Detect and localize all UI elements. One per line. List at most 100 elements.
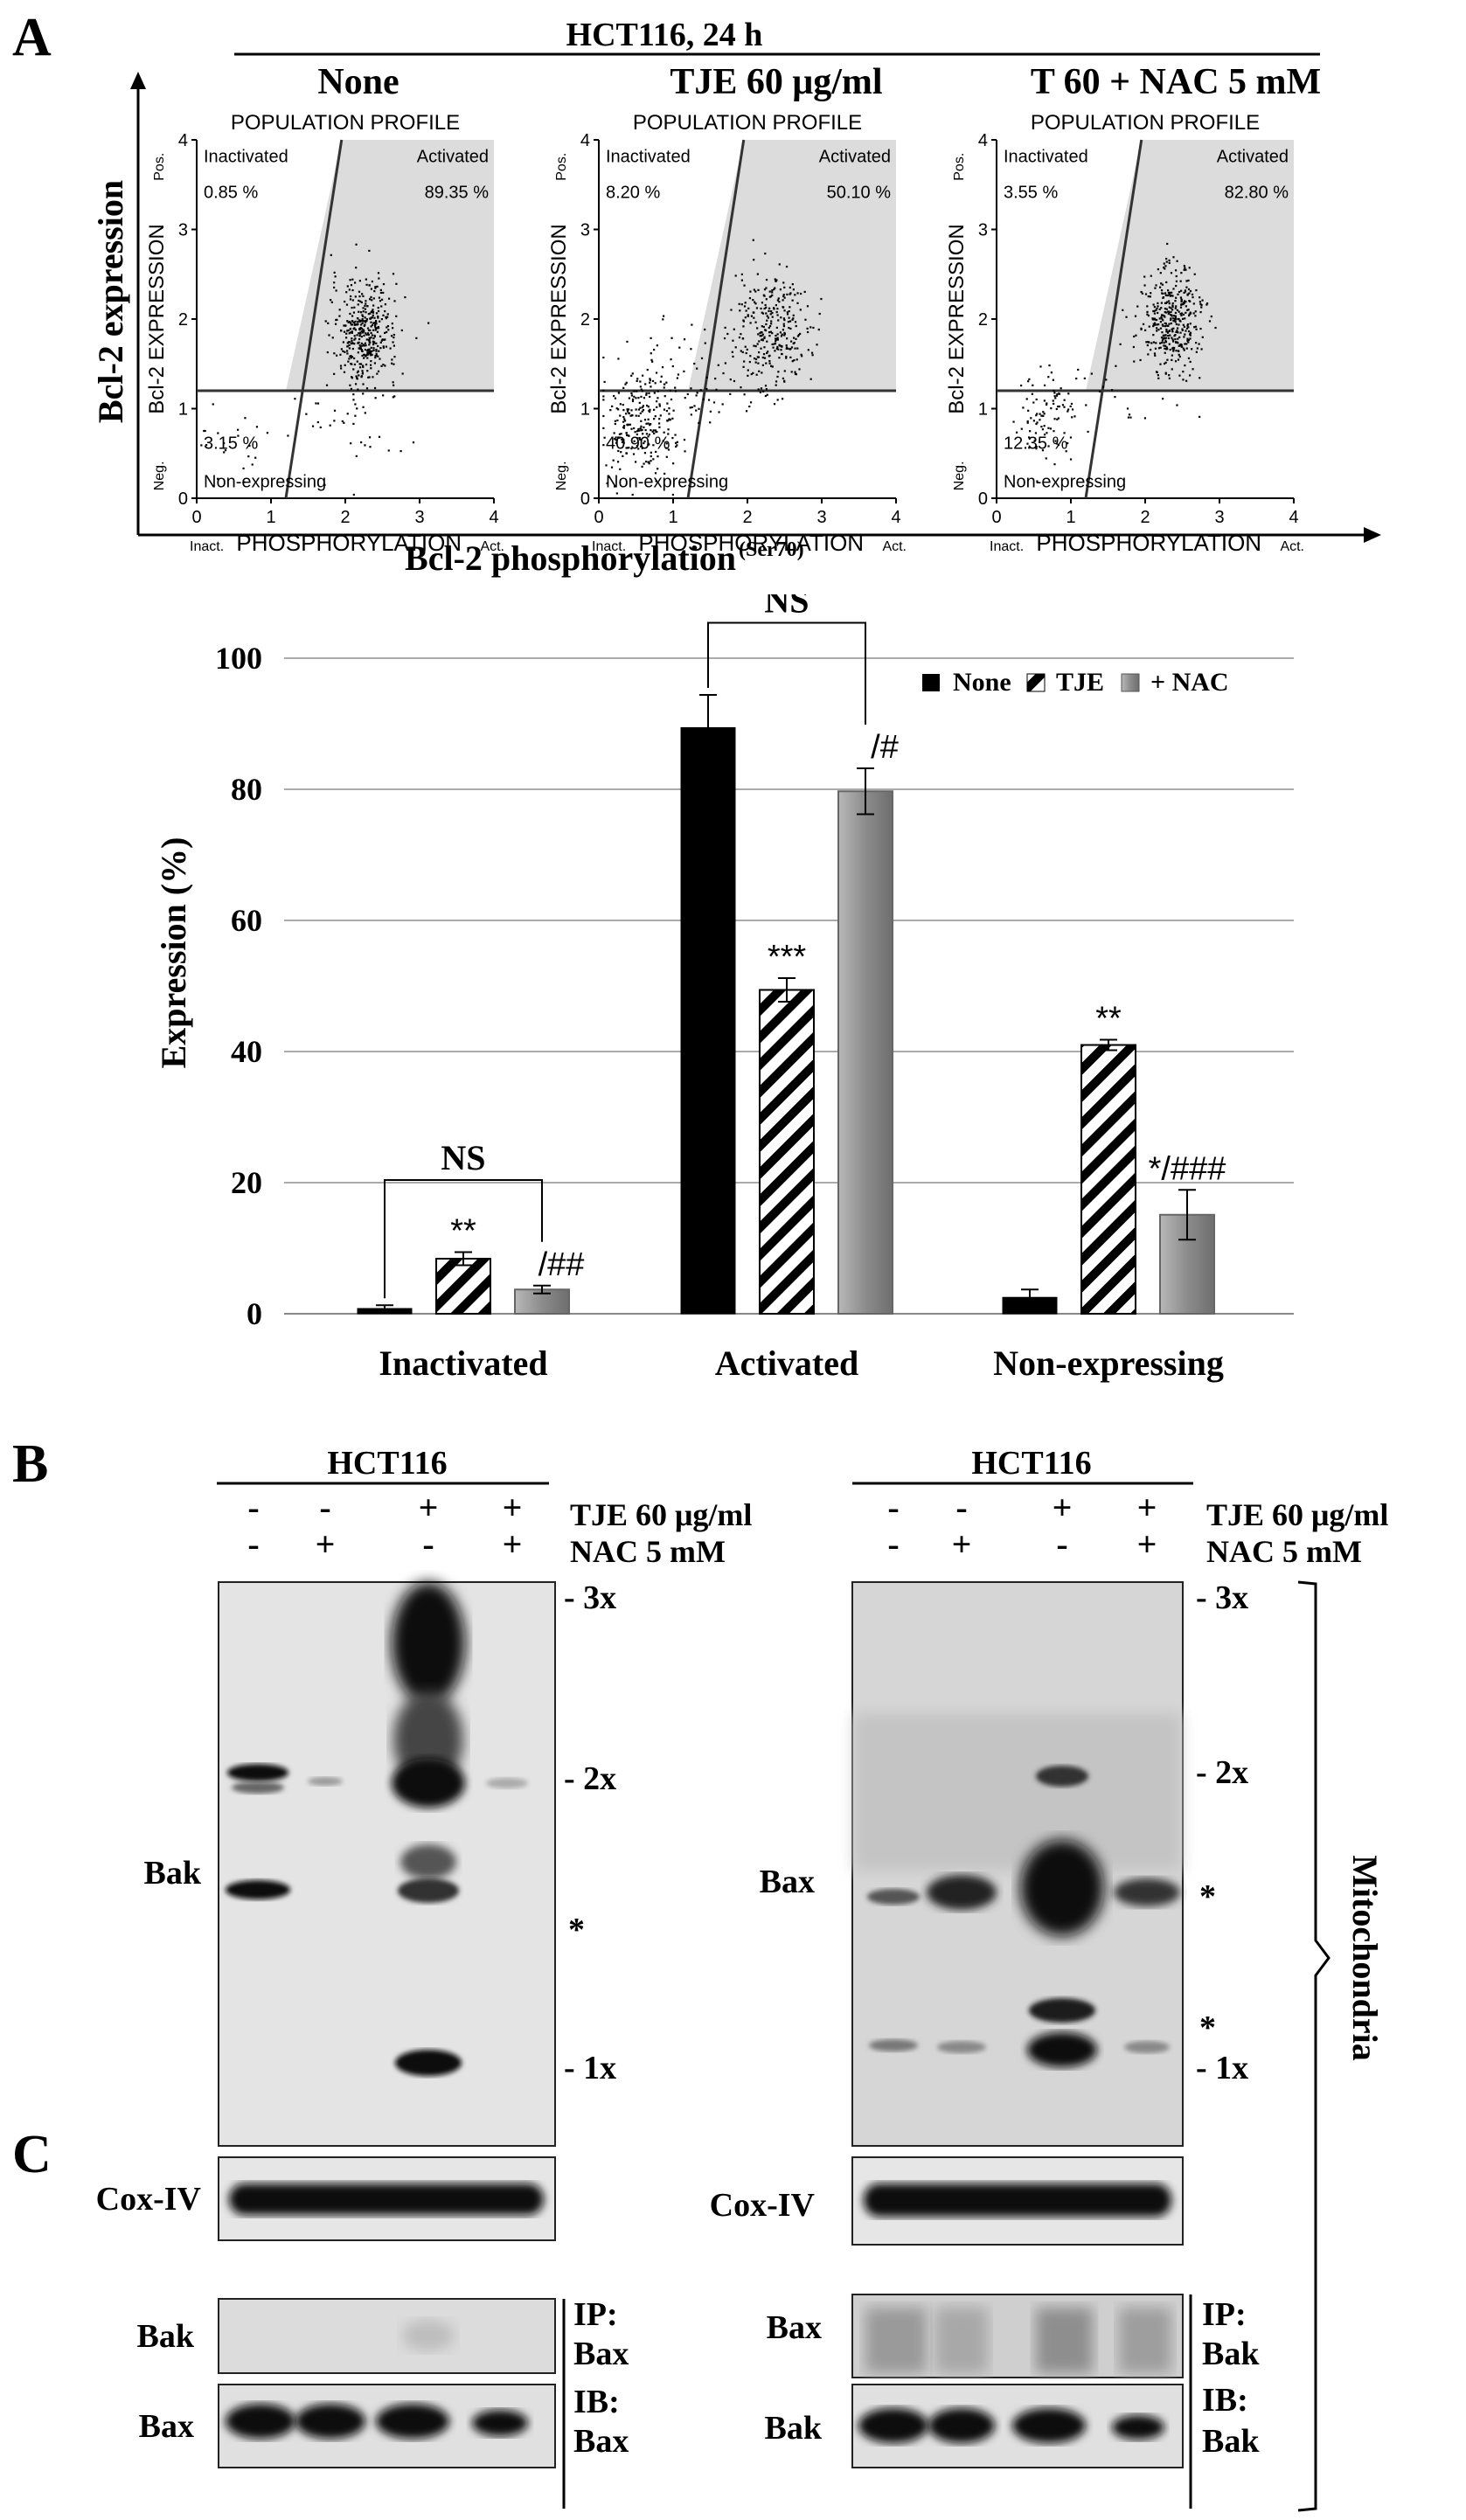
event-dot	[327, 322, 330, 324]
event-dot	[789, 320, 792, 323]
left-loading-label: Cox-IV	[96, 2181, 202, 2218]
flow-x-label: Bcl-2 phosphorylation	[405, 538, 736, 578]
event-dot	[734, 274, 737, 277]
plot-x-label: PHOSPHORYLATION	[638, 530, 864, 556]
event-dot	[366, 332, 370, 335]
event-dot	[382, 394, 385, 397]
event-dot	[639, 406, 642, 409]
event-dot	[1040, 426, 1043, 428]
event-dot	[631, 493, 634, 496]
event-dot	[1187, 326, 1190, 329]
left-marker-1x: - 1x	[564, 2050, 616, 2086]
event-dot	[1174, 337, 1177, 341]
event-dot	[746, 348, 748, 351]
event-dot	[1155, 309, 1157, 311]
event-dot	[351, 299, 354, 302]
event-dot	[365, 278, 367, 281]
event-dot	[1175, 284, 1178, 288]
event-dot	[345, 291, 348, 294]
left-ib-blot	[218, 2384, 556, 2468]
event-dot	[362, 331, 365, 334]
event-dot	[628, 397, 630, 399]
event-dot	[782, 377, 785, 380]
event-dot	[644, 383, 647, 385]
event-dot	[771, 294, 774, 296]
event-dot	[769, 313, 772, 316]
event-dot	[1063, 399, 1066, 401]
event-dot	[795, 373, 798, 376]
event-dot	[1055, 442, 1059, 445]
event-dot	[1185, 379, 1188, 382]
event-dot	[364, 308, 367, 310]
event-dot	[356, 371, 359, 374]
event-dot	[1182, 347, 1185, 350]
event-dot	[776, 314, 779, 316]
event-dot	[752, 239, 754, 241]
event-dot	[782, 299, 784, 302]
event-dot	[801, 355, 803, 358]
quadrant-activated-value: 82.80 %	[1225, 184, 1289, 203]
event-dot	[1183, 300, 1186, 302]
event-dot	[378, 277, 380, 280]
legend-label-none: None	[953, 668, 1011, 697]
ns-label: NS	[764, 594, 809, 621]
event-dot	[653, 348, 656, 351]
event-dot	[722, 371, 725, 375]
event-dot	[1214, 326, 1217, 330]
event-dot	[753, 344, 755, 347]
event-dot	[344, 351, 346, 353]
event-dot	[378, 350, 380, 352]
event-dot	[629, 414, 632, 417]
event-dot	[371, 353, 373, 357]
event-dot	[333, 409, 337, 412]
event-dot	[372, 340, 374, 343]
plot-x-act: Act.	[1280, 539, 1304, 554]
event-dot	[1205, 303, 1208, 306]
event-dot	[1183, 325, 1185, 328]
event-dot	[1175, 330, 1178, 333]
event-dot	[377, 344, 379, 348]
event-dot	[374, 329, 377, 331]
event-dot	[643, 462, 645, 465]
event-dot	[1195, 351, 1198, 353]
event-dot	[1061, 404, 1065, 406]
event-dot	[791, 360, 794, 363]
event-dot	[242, 467, 245, 470]
event-dot	[793, 342, 796, 344]
left-nac-lane1: -	[247, 1524, 259, 1564]
event-dot	[1186, 323, 1190, 326]
event-dot	[358, 299, 360, 302]
event-dot	[663, 386, 665, 389]
event-dot	[1164, 302, 1168, 304]
event-dot	[1201, 336, 1204, 338]
event-dot	[1156, 323, 1158, 326]
event-dot	[1162, 335, 1164, 337]
event-dot	[1105, 378, 1108, 381]
event-dot	[392, 381, 394, 384]
event-dot	[1157, 374, 1159, 377]
event-dot	[1184, 343, 1186, 345]
event-dot	[622, 455, 624, 457]
event-dot	[362, 383, 365, 385]
event-dot	[363, 320, 365, 323]
event-dot	[771, 332, 774, 335]
event-dot	[799, 292, 802, 295]
event-dot	[1183, 302, 1185, 304]
event-dot	[648, 461, 650, 463]
event-dot	[743, 305, 747, 308]
event-dot	[605, 464, 608, 467]
event-dot	[779, 288, 782, 291]
event-dot	[781, 345, 783, 348]
event-dot	[1186, 309, 1189, 311]
event-dot	[658, 426, 661, 428]
event-dot	[354, 403, 357, 406]
event-dot	[739, 309, 741, 312]
event-dot	[1143, 275, 1146, 278]
event-dot	[623, 420, 627, 422]
event-dot	[750, 372, 753, 376]
event-dot	[1192, 295, 1194, 299]
event-dot	[1133, 335, 1136, 338]
significance-label: **	[450, 1213, 476, 1250]
event-dot	[1164, 347, 1166, 350]
event-dot	[339, 364, 343, 367]
